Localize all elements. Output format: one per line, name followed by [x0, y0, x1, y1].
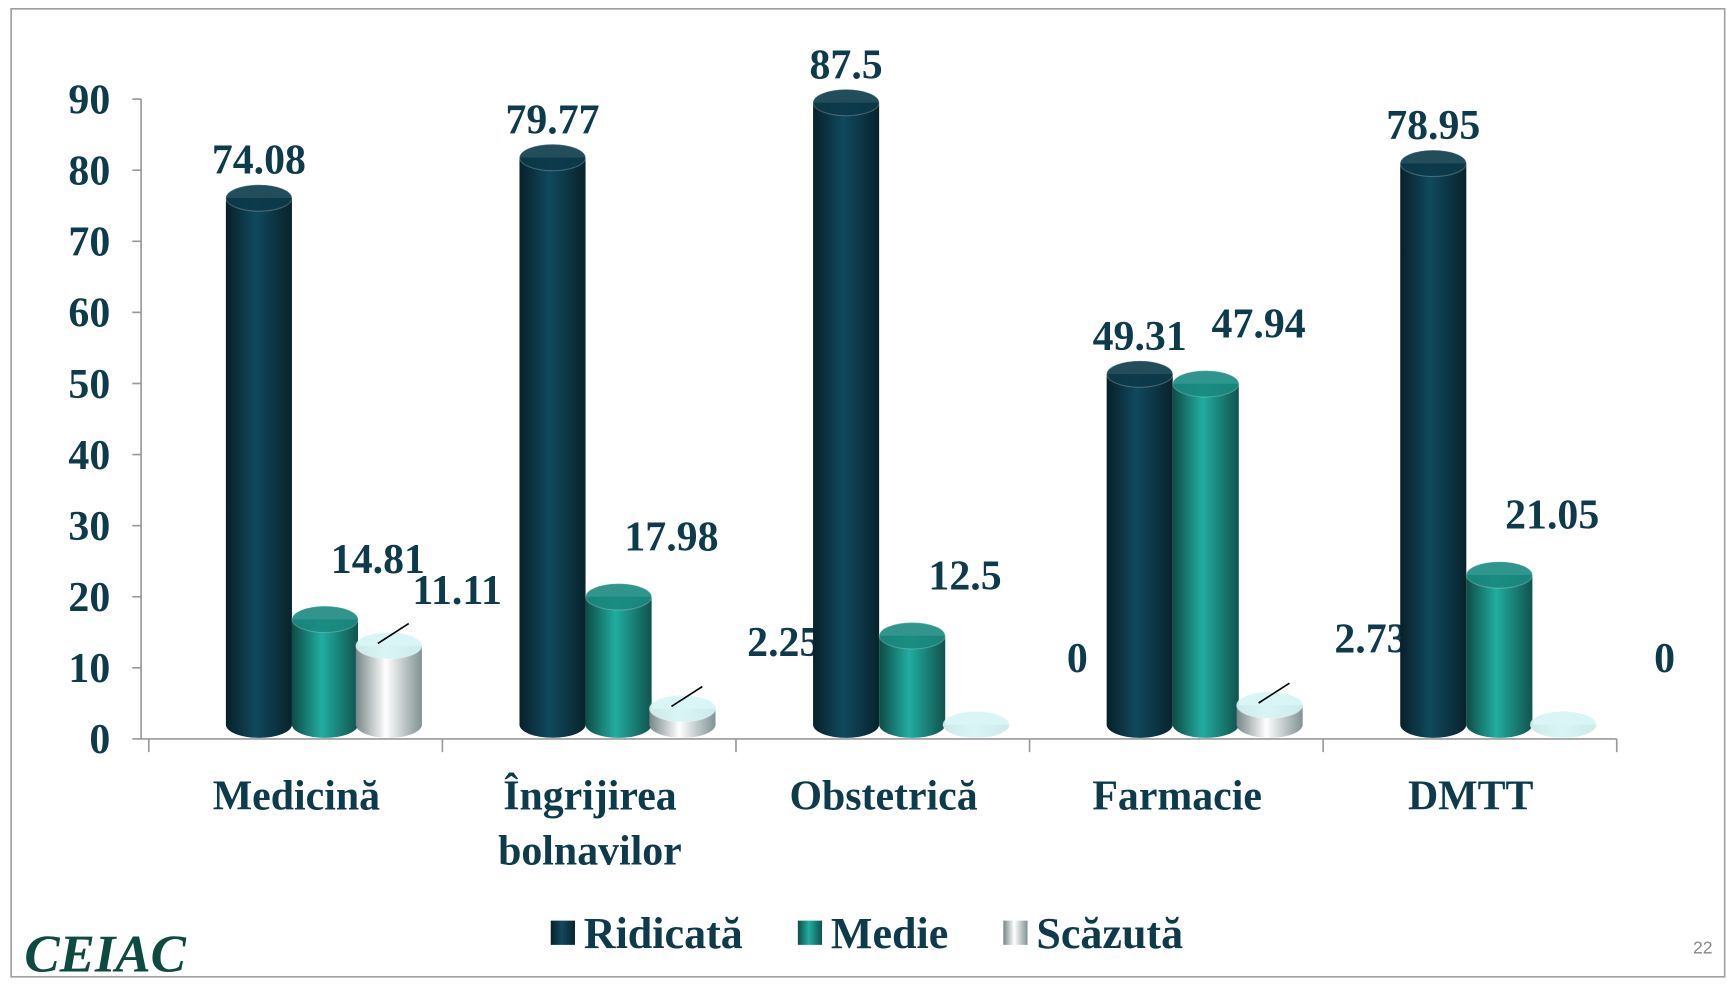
- y-tick-label: 50: [68, 362, 110, 408]
- bar-top: [1172, 370, 1240, 398]
- x-tick-label-line: Îngrijirea: [503, 772, 677, 819]
- value-label: 87.5: [809, 42, 882, 88]
- bar: [1106, 360, 1174, 738]
- x-tick-label-line: bolnavilor: [498, 828, 682, 874]
- value-label: 14.81: [331, 537, 425, 583]
- leader-line: [377, 622, 410, 645]
- bar: [1236, 691, 1304, 738]
- bar: [1465, 561, 1533, 738]
- value-label: 47.94: [1212, 302, 1306, 348]
- bar: [1399, 149, 1467, 738]
- bar-top: [1399, 149, 1467, 178]
- bar-top: [518, 143, 587, 172]
- leader-line: [1258, 682, 1290, 704]
- x-tick-label: Farmacie: [1092, 773, 1262, 819]
- bar-body: [1400, 163, 1467, 738]
- bar-top: [291, 605, 359, 634]
- legend-label: Scăzută: [1036, 909, 1183, 958]
- bar-top: [812, 88, 880, 117]
- legend-label: Ridicată: [584, 909, 743, 958]
- bar-top: [1106, 360, 1174, 388]
- bar-top: [1465, 561, 1533, 589]
- bar-body: [813, 102, 880, 738]
- x-tick-label: Medicină: [213, 773, 380, 819]
- value-label: 17.98: [624, 515, 718, 561]
- bar-body: [355, 645, 422, 738]
- page-number: 22: [1693, 938, 1713, 958]
- bar: [878, 621, 946, 738]
- bar-top: [584, 583, 653, 611]
- value-label: 49.31: [1093, 314, 1187, 360]
- y-tick-label: 30: [68, 504, 110, 550]
- bar: [1172, 370, 1240, 738]
- value-label: 12.5: [928, 553, 1001, 599]
- bar-body: [879, 635, 946, 738]
- logo: CEIAC: [24, 925, 186, 979]
- y-tick-label: 10: [68, 646, 110, 692]
- value-label: 0: [1654, 636, 1675, 682]
- value-label: 21.05: [1505, 493, 1599, 539]
- legend-label: Medie: [831, 909, 948, 958]
- value-label: 0: [1067, 636, 1088, 682]
- bar: [584, 583, 653, 738]
- y-tick-label: 40: [68, 433, 110, 479]
- value-label: 2.73: [1334, 616, 1407, 662]
- bar-top: [355, 631, 423, 660]
- x-tick-label: DMTT: [1408, 773, 1534, 819]
- value-label: 11.11: [412, 568, 502, 614]
- legend-swatch: [1003, 920, 1028, 945]
- bar: [355, 631, 423, 738]
- bar-body: [519, 157, 586, 738]
- x-tick-label: Obstetrică: [789, 773, 977, 819]
- bar-top: [648, 694, 717, 723]
- bar-body: [225, 197, 292, 738]
- bar: [942, 710, 1010, 739]
- legend-swatch: [797, 920, 823, 945]
- bar-body: [1466, 574, 1533, 738]
- y-tick-label: 70: [68, 220, 110, 266]
- bar: [1529, 710, 1597, 739]
- bar: [225, 184, 293, 738]
- y-tick-label: 0: [89, 717, 110, 763]
- y-tick-label: 20: [68, 575, 110, 621]
- value-label: 2.25: [747, 620, 820, 666]
- bar: [518, 143, 587, 738]
- slide-frame: [10, 7, 1726, 978]
- bar-top: [1236, 691, 1304, 719]
- value-label: 78.95: [1386, 103, 1480, 149]
- bar-top: [942, 710, 1010, 739]
- legend-swatch: [550, 920, 575, 945]
- value-label: 79.77: [505, 97, 599, 143]
- bar-body: [585, 596, 652, 738]
- bar-body: [1172, 383, 1239, 738]
- x-tick-label: Îngrijirea bolnavilor: [498, 772, 682, 874]
- leader-line: [670, 685, 703, 708]
- bar-top: [878, 621, 946, 650]
- bar: [648, 694, 717, 738]
- value-label: 74.08: [212, 138, 306, 184]
- bar: [291, 605, 359, 738]
- bar-body: [1106, 374, 1173, 738]
- y-tick-label: 80: [68, 149, 110, 195]
- bar-top: [225, 184, 293, 212]
- bar-top: [1529, 710, 1597, 739]
- bar: [812, 88, 880, 738]
- bar-body: [291, 619, 359, 738]
- y-tick-label: 90: [68, 77, 110, 123]
- y-tick-label: 60: [68, 291, 110, 337]
